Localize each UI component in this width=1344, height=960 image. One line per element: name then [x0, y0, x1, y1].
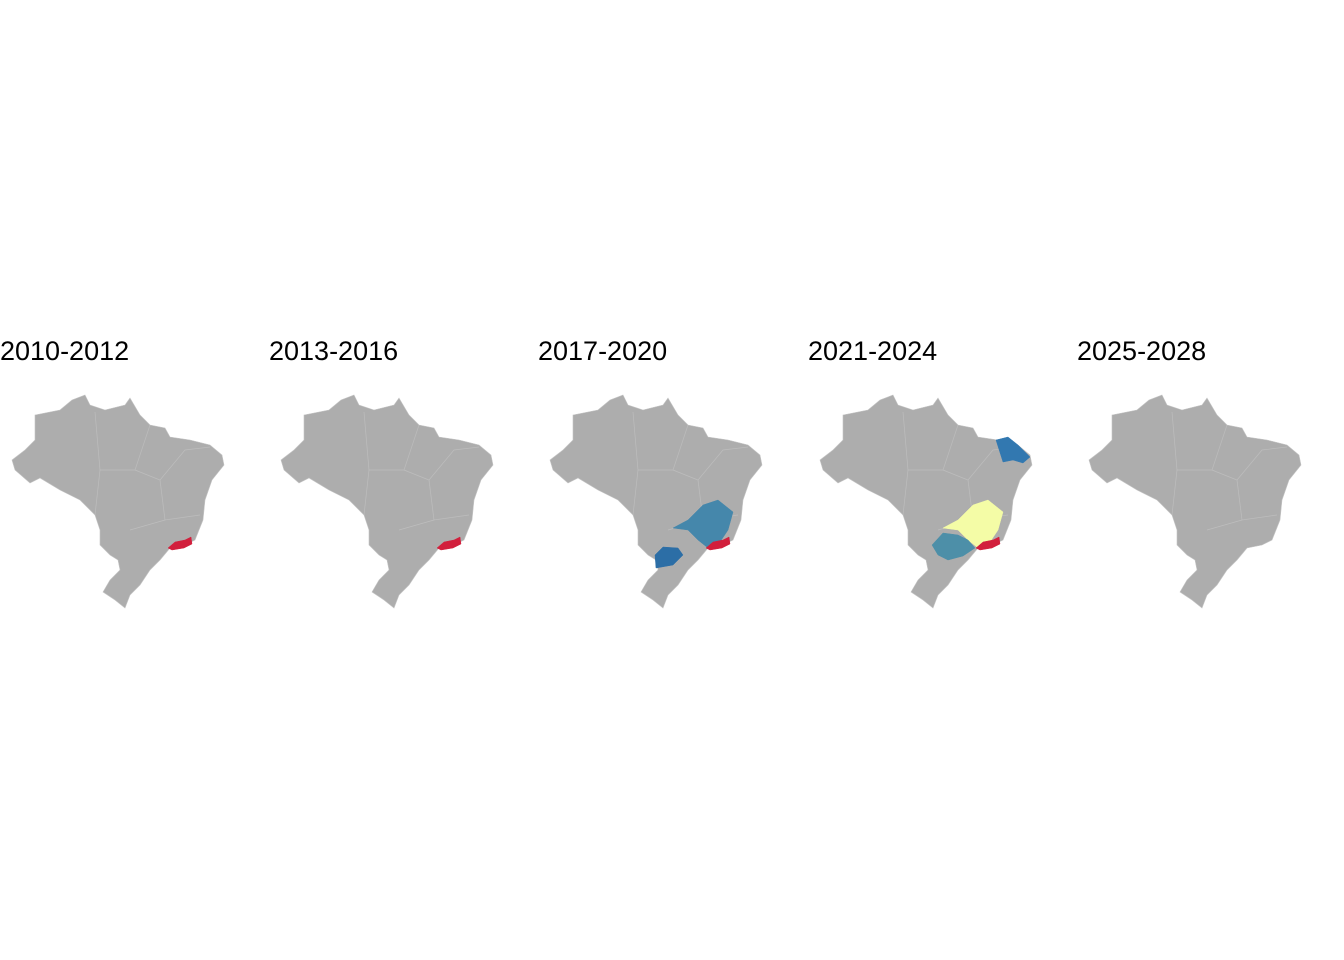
highlighted-state — [436, 536, 462, 551]
highlighted-state — [672, 499, 734, 549]
highlighted-state — [975, 536, 1001, 551]
state-border — [902, 469, 909, 516]
state-border — [1206, 519, 1243, 531]
state-border — [403, 424, 420, 471]
state-border — [942, 424, 959, 471]
state-border — [632, 469, 639, 516]
state-border — [697, 446, 749, 481]
map-panel: 2017-2020 — [538, 336, 763, 609]
state-border — [1211, 424, 1228, 471]
country-shape — [280, 394, 494, 609]
panel-title: 2010-2012 — [0, 336, 129, 366]
panel-title: 2025-2028 — [1077, 336, 1206, 366]
country-shape — [11, 394, 225, 609]
map-panel: 2025-2028 — [1077, 336, 1302, 609]
state-border — [363, 469, 370, 516]
panel-title: 2013-2016 — [269, 336, 398, 366]
country-shape — [549, 394, 763, 609]
country-shape — [1088, 394, 1302, 609]
state-border — [428, 446, 480, 481]
state-border — [1211, 469, 1278, 521]
highlighted-state — [654, 546, 684, 569]
map-panel: 2010-2012 — [0, 336, 225, 609]
state-border — [1236, 446, 1288, 481]
country-shape — [819, 394, 1033, 609]
panel-title: 2021-2024 — [808, 336, 937, 366]
state-border — [94, 469, 101, 516]
state-border — [672, 424, 689, 471]
map-panel: 2021-2024 — [808, 336, 1033, 609]
state-border — [1171, 469, 1178, 516]
state-border — [159, 446, 211, 481]
state-border — [398, 519, 435, 531]
highlighted-state — [942, 499, 1004, 549]
highlighted-state — [931, 532, 976, 561]
highlighted-state — [995, 436, 1031, 464]
highlighted-state — [705, 536, 731, 551]
state-border — [134, 424, 151, 471]
panel-title: 2017-2020 — [538, 336, 667, 366]
state-border — [129, 519, 166, 531]
state-border — [403, 469, 470, 521]
map-panel: 2013-2016 — [269, 336, 494, 609]
highlighted-state — [167, 536, 193, 551]
state-border — [134, 469, 201, 521]
